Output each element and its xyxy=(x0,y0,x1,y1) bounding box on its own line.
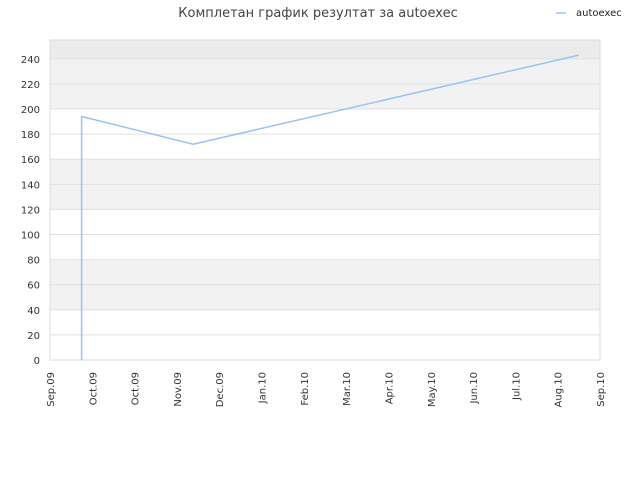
series-line-autoexec xyxy=(80,54,580,360)
band xyxy=(50,234,600,260)
band xyxy=(50,184,600,210)
x-tick-label: May.10 xyxy=(427,372,438,407)
x-tick-label: Aug.10 xyxy=(554,372,565,407)
y-tick-label: 80 xyxy=(27,256,40,267)
y-tick-label: 60 xyxy=(27,281,40,292)
band xyxy=(50,58,600,84)
y-tick-label: 0 xyxy=(34,356,40,367)
x-tick-label: Dec.09 xyxy=(215,372,226,407)
x-tick-label: Feb.10 xyxy=(300,372,311,406)
x-tick-label: Oct.09 xyxy=(131,372,142,405)
x-tick-label: Apr.10 xyxy=(384,372,395,404)
legend-label: autoexec xyxy=(576,8,622,19)
chart-title: Комплетан график резултат за autoexec xyxy=(178,6,457,21)
band xyxy=(50,83,600,110)
y-tick-label: 200 xyxy=(21,105,40,116)
y-tick-label: 160 xyxy=(21,155,40,166)
x-tick-label: Sep.10 xyxy=(596,372,607,407)
x-tick-label: Oct.09 xyxy=(88,372,99,405)
legend: autoexec xyxy=(556,8,622,19)
x-tick-label: Mar.10 xyxy=(342,372,353,406)
x-tick-label: Jul.10 xyxy=(511,372,522,401)
x-tick-label: Jan.10 xyxy=(258,372,269,404)
band xyxy=(50,284,600,310)
band xyxy=(50,209,600,235)
plot-background xyxy=(49,39,601,361)
band xyxy=(50,334,600,360)
y-tick-label: 40 xyxy=(27,306,40,317)
plot-frame xyxy=(49,39,601,361)
band xyxy=(50,259,600,285)
x-tick-label: Sep.09 xyxy=(46,372,57,407)
band xyxy=(50,309,600,335)
x-axis: Sep.09 Oct.09 Oct.09 Nov.09 Dec.09 Jan.10 Feb.… xyxy=(46,372,607,407)
y-tick-label: 140 xyxy=(21,180,40,191)
band xyxy=(50,40,600,59)
y-tick-label: 180 xyxy=(21,130,40,141)
y-axis: 0 20 40 60 80 100 120 140 160 180 200 220 240 xyxy=(21,55,40,367)
y-tick-label: 220 xyxy=(21,80,40,91)
y-tick-label: 100 xyxy=(21,231,40,242)
x-tick-label: Jun.10 xyxy=(469,372,480,405)
band xyxy=(50,134,600,160)
x-tick-label: Nov.09 xyxy=(173,372,184,407)
y-tick-label: 20 xyxy=(27,331,40,342)
y-tick-label: 240 xyxy=(21,55,40,66)
series-layer xyxy=(80,54,580,360)
band xyxy=(50,159,600,185)
band xyxy=(50,109,600,135)
y-tick-label: 120 xyxy=(21,205,40,216)
